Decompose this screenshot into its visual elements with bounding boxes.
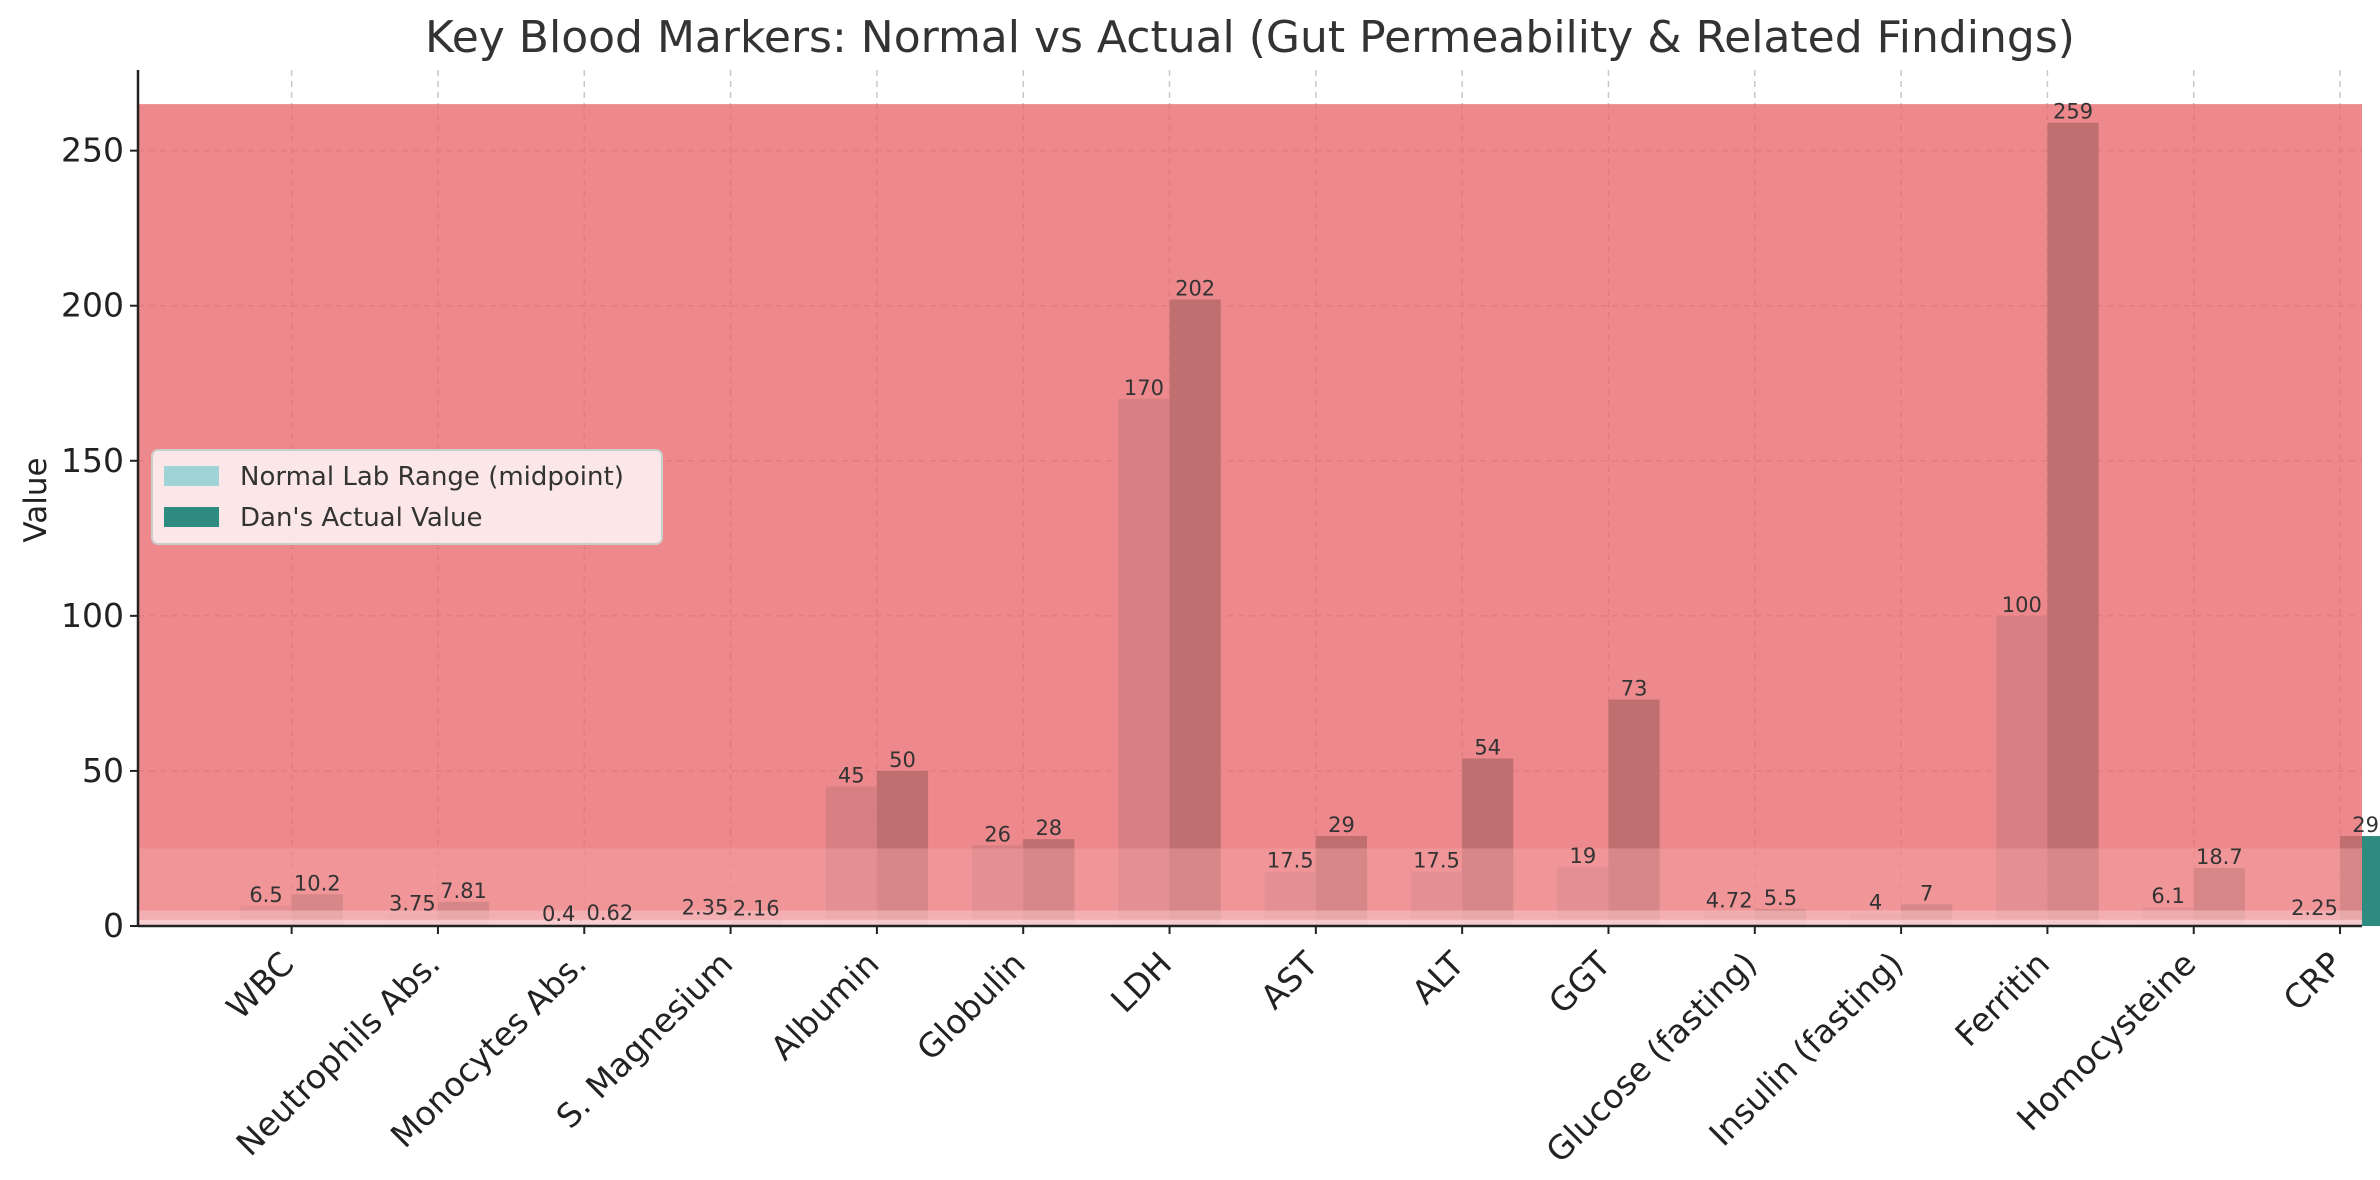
actual-value-label: 73 — [1621, 677, 1648, 701]
actual-value-label: 202 — [1175, 277, 1215, 301]
normal-value-label: 100 — [2002, 593, 2042, 617]
actual-value-label: 18.7 — [2196, 845, 2243, 869]
actual-value-label: 10.2 — [294, 871, 341, 895]
normal-value-label: 6.5 — [249, 883, 282, 907]
y-tick-labels: 0 50 100 150 200 250 — [61, 131, 124, 945]
normal-value-label: 170 — [1124, 376, 1164, 400]
normal-value-label: 4 — [1869, 891, 1882, 915]
y-axis-label: Value — [18, 457, 54, 542]
y-tick-label: 0 — [103, 906, 124, 945]
actual-value-label: 29 — [1328, 813, 1355, 837]
x-tick-label: AST — [1253, 943, 1326, 1016]
actual-value-label: 259 — [2053, 100, 2093, 124]
normal-value-label: 2.35 — [682, 896, 729, 920]
normal-value-label: 2.25 — [2291, 896, 2338, 920]
y-tick-label: 150 — [61, 441, 124, 480]
overlay-band — [138, 919, 2362, 926]
y-tick-label: 50 — [82, 751, 124, 790]
y-tick-label: 200 — [61, 286, 124, 325]
legend: Normal Lab Range (midpoint) Dan's Actual… — [151, 449, 663, 545]
y-tick-label: 250 — [61, 131, 124, 170]
x-tick-label: Ferritin — [1947, 944, 2057, 1054]
legend-label-actual: Dan's Actual Value — [240, 503, 483, 533]
actual-value-label: 7.81 — [440, 879, 487, 903]
x-tick-label: CRP — [2276, 944, 2350, 1018]
actual-value-label: 50 — [889, 748, 916, 772]
x-tick-label: GGT — [1541, 943, 1619, 1021]
x-tick-label: LDH — [1103, 944, 1179, 1020]
normal-value-label: 3.75 — [389, 891, 436, 915]
actual-value-label: 7 — [1920, 881, 1933, 905]
actual-value-label: 54 — [1474, 736, 1501, 760]
normal-value-label: 4.72 — [1706, 888, 1753, 912]
legend-label-normal: Normal Lab Range (midpoint) — [240, 462, 624, 492]
legend-swatch-normal — [164, 466, 219, 486]
x-tick-label: Globulin — [909, 944, 1033, 1068]
data-labels: 6.5 3.75 0.4 2.35 45 26 170 17.5 17.5 19 4.72 4 100 6… — [249, 100, 2379, 926]
normal-value-label: 19 — [1570, 844, 1597, 868]
normal-value-label: 0.4 — [542, 902, 575, 926]
chart-title: Key Blood Markers: Normal vs Actual (Gut… — [425, 12, 2075, 63]
axes — [130, 70, 2362, 934]
x-tick-label: WBC — [219, 944, 302, 1027]
normal-value-label: 26 — [984, 822, 1011, 846]
y-tick-label: 100 — [61, 596, 124, 635]
legend-swatch-actual — [164, 507, 219, 527]
x-tick-label: Albumin — [763, 944, 887, 1068]
legend-box — [151, 449, 663, 545]
overlay-bands — [138, 104, 2362, 926]
actual-value-label: 28 — [1035, 816, 1062, 840]
normal-value-label: 17.5 — [1267, 849, 1314, 873]
normal-value-label: 45 — [838, 763, 865, 787]
actual-value-label: 5.5 — [1764, 886, 1797, 910]
normal-value-label: 17.5 — [1413, 849, 1460, 873]
normal-value-label: 6.1 — [2151, 884, 2184, 908]
actual-value-label: 0.62 — [586, 901, 633, 925]
actual-value-label: 29 — [2352, 813, 2379, 837]
x-tick-label: ALT — [1404, 943, 1472, 1011]
actual-value-label: 2.16 — [733, 896, 780, 920]
